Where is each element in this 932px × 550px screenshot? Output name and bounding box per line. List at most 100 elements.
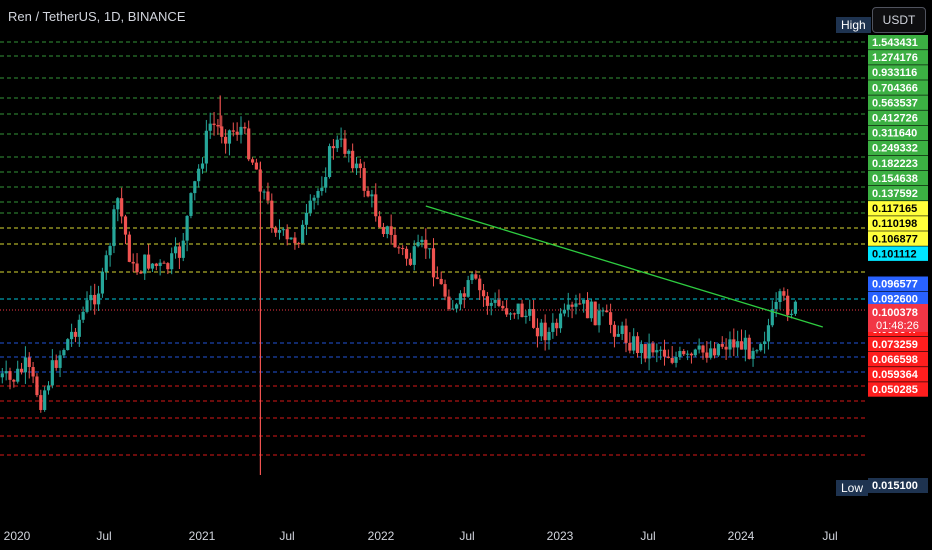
candle-body: [566, 304, 570, 310]
candle-body: [143, 254, 147, 274]
candle-body: [793, 301, 797, 314]
candle-body: [609, 312, 613, 325]
candle-body: [316, 191, 320, 198]
candle-body: [308, 200, 312, 213]
candle-body: [335, 139, 339, 149]
x-tick-label: Jul: [96, 529, 111, 543]
high-tag: High: [836, 17, 871, 33]
level-label: 0.110198: [872, 218, 917, 230]
candle-body: [27, 357, 31, 368]
candle-body: [689, 353, 694, 356]
candle-body: [89, 294, 93, 301]
high-value-bg: [868, 35, 928, 50]
candle-body: [505, 308, 509, 315]
candle-body: [778, 291, 782, 302]
candle-body: [674, 356, 678, 363]
current-price-bg: [868, 304, 928, 332]
x-tick-label: 2022: [368, 529, 395, 543]
candle-body: [558, 313, 563, 329]
currency-button[interactable]: USDT: [872, 7, 926, 33]
candle-body: [23, 357, 27, 373]
candle-body: [639, 344, 643, 354]
candle-body: [8, 371, 12, 380]
candle-body: [112, 209, 116, 247]
candle-body: [208, 123, 212, 131]
x-tick-label: 2023: [547, 529, 574, 543]
level-label: 0.137592: [872, 188, 918, 200]
level-label: 0.563537: [872, 97, 918, 109]
candle-body: [774, 301, 778, 310]
candle-body: [166, 263, 170, 270]
candle-body: [709, 348, 713, 358]
candle-body: [266, 191, 270, 201]
candle-body: [327, 146, 332, 178]
candle-body: [123, 216, 128, 235]
candle-body: [539, 322, 543, 337]
candle-body: [624, 325, 628, 343]
candle-body: [439, 278, 443, 285]
candle-body: [632, 336, 636, 351]
candles: [0, 95, 797, 475]
candle-body: [470, 274, 474, 281]
level-label-bg: [868, 170, 928, 186]
candle-body: [593, 301, 597, 326]
candle-body: [478, 278, 482, 291]
candle-body: [724, 346, 728, 350]
candle-body: [739, 341, 744, 350]
current-price-label: 0.100378: [872, 307, 918, 319]
candle-body: [66, 339, 70, 351]
trendline: [425, 205, 823, 328]
level-label: 0.092600: [872, 294, 918, 306]
candle-body: [716, 344, 720, 356]
candle-body: [763, 341, 767, 345]
candle-body: [585, 299, 590, 319]
candle-body: [351, 150, 355, 169]
level-label-bg: [868, 50, 928, 65]
level-label-bg: [868, 186, 928, 201]
candle-body: [728, 339, 732, 350]
candle-body: [43, 390, 47, 410]
level-label-bg: [868, 291, 928, 307]
candle-body: [451, 308, 455, 310]
candle-body: [54, 360, 58, 368]
candle-body: [227, 130, 232, 144]
candle-body: [170, 253, 174, 270]
x-tick-label: Jul: [459, 529, 474, 543]
candle-body: [651, 343, 655, 353]
candle-body: [616, 333, 620, 337]
candle-body: [147, 254, 151, 269]
candle-body: [173, 246, 178, 254]
candle-body: [181, 240, 185, 258]
candle-body: [416, 242, 420, 247]
candle-body: [362, 168, 366, 191]
candle-body: [712, 348, 717, 356]
x-tick-label: 2021: [189, 529, 216, 543]
candle-body: [732, 339, 736, 348]
candle-body: [127, 234, 131, 262]
candle-body: [393, 234, 397, 248]
price-labels: 1.543431 1.274176 0.933116 0.704366 0.563537…: [868, 35, 928, 493]
level-lines: [0, 41, 866, 456]
candle-body: [135, 263, 139, 273]
candle-body: [35, 376, 39, 396]
candle-body: [666, 356, 670, 358]
candle-body: [297, 243, 301, 245]
candle-body: [751, 350, 755, 359]
level-label-bg: [868, 95, 928, 110]
candle-body: [659, 349, 663, 351]
candle-body: [104, 255, 108, 272]
candle-body: [720, 344, 724, 347]
candle-body: [481, 290, 486, 297]
candle-body: [289, 237, 293, 240]
candle-body: [12, 379, 16, 382]
candle-body: [16, 368, 20, 382]
candle-body: [766, 325, 771, 342]
candle-body: [100, 271, 104, 294]
candle-body: [158, 262, 162, 266]
candle-body: [85, 300, 89, 312]
x-tick-label: 2024: [728, 529, 755, 543]
candle-body: [274, 228, 278, 233]
candle-body: [139, 272, 143, 274]
candle-body: [493, 299, 497, 303]
